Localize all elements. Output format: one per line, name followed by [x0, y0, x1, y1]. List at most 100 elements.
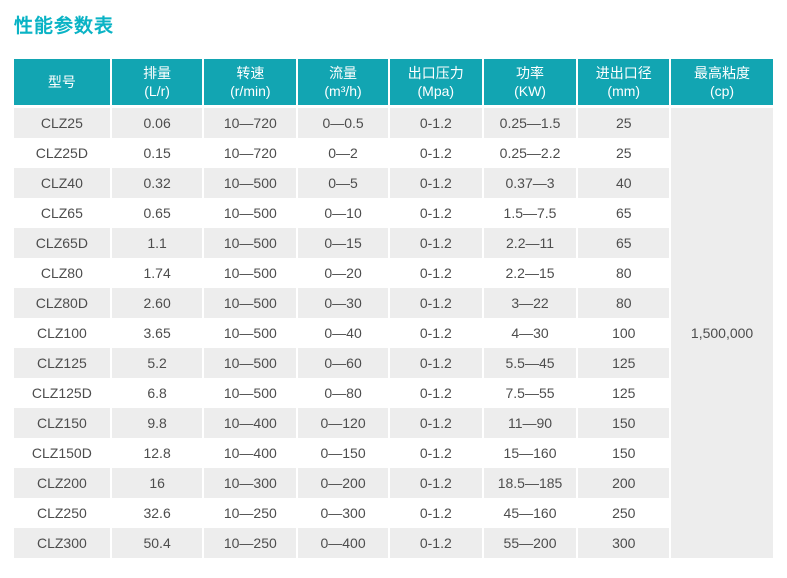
- value-cell: 0.32: [109, 168, 204, 198]
- value-cell: 10—500: [202, 168, 298, 198]
- column-header-label: 最高粘度: [694, 65, 751, 81]
- table-row-clz25d: CLZ25D 0.15 10—720 0—2 0-1.2 0.25—2.2 25: [14, 138, 773, 168]
- value-cell: 1.74: [109, 258, 204, 288]
- value-cell: 0-1.2: [387, 228, 483, 258]
- column-header-0: 型号: [14, 59, 111, 108]
- table-row-clz65: CLZ65 0.65 10—500 0—10 0-1.2 1.5—7.5 65: [14, 198, 773, 228]
- value-cell: 10—400: [202, 438, 298, 468]
- merged-max-viscosity-cell: 1,500,000: [669, 106, 773, 558]
- table-row-clz200: CLZ200 16 10—300 0—200 0-1.2 18.5—185 200: [14, 468, 773, 498]
- value-cell: 0-1.2: [387, 318, 483, 348]
- page: 性能参数表 型号 排量 (L/r) 转速 (r/min) 流量 (m³/h) 出口压力 (Mpa…: [14, 16, 773, 558]
- table-body: CLZ25 0.06 10—720 0—0.5 0-1.2 0.25—1.5 25 1,500…: [14, 106, 773, 558]
- page-title: 性能参数表: [14, 16, 115, 37]
- value-cell: 25: [576, 138, 671, 168]
- column-header-unit: (KW): [514, 83, 546, 99]
- value-cell: 0—10: [296, 198, 389, 228]
- value-cell: 10—250: [202, 498, 298, 528]
- value-cell: 5.2: [109, 348, 204, 378]
- value-cell: 10—500: [202, 288, 298, 318]
- value-cell: 45—160: [481, 498, 578, 528]
- performance-parameter-table: 型号 排量 (L/r) 转速 (r/min) 流量 (m³/h) 出口压力 (Mpa) 功率 (KW…: [14, 59, 773, 558]
- value-cell: 0-1.2: [387, 498, 483, 528]
- value-cell: 32.6: [109, 498, 204, 528]
- model-cell: CLZ150: [14, 408, 111, 438]
- value-cell: 10—500: [202, 198, 298, 228]
- value-cell: 11—90: [481, 408, 578, 438]
- value-cell: 200: [576, 468, 671, 498]
- value-cell: 0.15: [109, 138, 204, 168]
- value-cell: 125: [576, 378, 671, 408]
- value-cell: 40: [576, 168, 671, 198]
- model-cell: CLZ25D: [14, 138, 111, 168]
- model-cell: CLZ300: [14, 528, 111, 558]
- column-header-unit: (L/r): [144, 83, 170, 99]
- table-row-clz125: CLZ125 5.2 10—500 0—60 0-1.2 5.5—45 125: [14, 348, 773, 378]
- model-cell: CLZ65: [14, 198, 111, 228]
- value-cell: 10—400: [202, 408, 298, 438]
- value-cell: 5.5—45: [481, 348, 578, 378]
- table-row-clz65d: CLZ65D 1.1 10—500 0—15 0-1.2 2.2—11 65: [14, 228, 773, 258]
- value-cell: 50.4: [109, 528, 204, 558]
- value-cell: 12.8: [109, 438, 204, 468]
- table-row-clz80: CLZ80 1.74 10—500 0—20 0-1.2 2.2—15 80: [14, 258, 773, 288]
- column-header-6: 进出口径 (mm): [576, 59, 671, 108]
- value-cell: 0-1.2: [387, 348, 483, 378]
- column-header-1: 排量 (L/r): [109, 59, 204, 108]
- value-cell: 4—30: [481, 318, 578, 348]
- value-cell: 10—500: [202, 348, 298, 378]
- column-header-unit: (cp): [709, 83, 735, 99]
- value-cell: 0—150: [296, 438, 389, 468]
- header-row: 型号 排量 (L/r) 转速 (r/min) 流量 (m³/h) 出口压力 (Mpa) 功率 (KW…: [14, 59, 773, 108]
- value-cell: 80: [576, 288, 671, 318]
- column-header-unit: (Mpa): [417, 83, 455, 99]
- value-cell: 6.8: [109, 378, 204, 408]
- model-cell: CLZ80: [14, 258, 111, 288]
- table-row-clz100: CLZ100 3.65 10—500 0—40 0-1.2 4—30 100: [14, 318, 773, 348]
- column-header-label: 转速: [236, 65, 265, 81]
- value-cell: 65: [576, 198, 671, 228]
- value-cell: 1.5—7.5: [481, 198, 578, 228]
- model-cell: CLZ200: [14, 468, 111, 498]
- column-header-5: 功率 (KW): [481, 59, 578, 108]
- value-cell: 0—80: [296, 378, 389, 408]
- column-header-label: 型号: [47, 74, 76, 90]
- model-cell: CLZ25: [14, 106, 111, 138]
- value-cell: 0-1.2: [387, 408, 483, 438]
- value-cell: 10—250: [202, 528, 298, 558]
- value-cell: 10—500: [202, 258, 298, 288]
- value-cell: 0—20: [296, 258, 389, 288]
- value-cell: 0-1.2: [387, 378, 483, 408]
- value-cell: 0—120: [296, 408, 389, 438]
- column-header-4: 出口压力 (Mpa): [387, 59, 483, 108]
- value-cell: 18.5—185: [481, 468, 578, 498]
- value-cell: 150: [576, 408, 671, 438]
- column-header-unit: (m³/h): [324, 83, 362, 99]
- value-cell: 10—500: [202, 318, 298, 348]
- value-cell: 0—15: [296, 228, 389, 258]
- table-row-clz80d: CLZ80D 2.60 10—500 0—30 0-1.2 3—22 80: [14, 288, 773, 318]
- model-cell: CLZ80D: [14, 288, 111, 318]
- value-cell: 3—22: [481, 288, 578, 318]
- value-cell: 10—720: [202, 138, 298, 168]
- value-cell: 0—300: [296, 498, 389, 528]
- table-row-clz150: CLZ150 9.8 10—400 0—120 0-1.2 11—90 150: [14, 408, 773, 438]
- table-row-clz250: CLZ250 32.6 10—250 0—300 0-1.2 45—160 250: [14, 498, 773, 528]
- table-header: 型号 排量 (L/r) 转速 (r/min) 流量 (m³/h) 出口压力 (Mpa) 功率 (KW…: [14, 59, 773, 108]
- value-cell: 0-1.2: [387, 528, 483, 558]
- value-cell: 150: [576, 438, 671, 468]
- value-cell: 0—30: [296, 288, 389, 318]
- column-header-2: 转速 (r/min): [202, 59, 298, 108]
- value-cell: 0.25—1.5: [481, 106, 578, 138]
- table-row-clz300: CLZ300 50.4 10—250 0—400 0-1.2 55—200 300: [14, 528, 773, 558]
- column-header-label: 进出口径: [595, 65, 652, 81]
- value-cell: 0-1.2: [387, 198, 483, 228]
- value-cell: 0-1.2: [387, 106, 483, 138]
- value-cell: 10—500: [202, 228, 298, 258]
- value-cell: 0—400: [296, 528, 389, 558]
- value-cell: 0-1.2: [387, 468, 483, 498]
- column-header-label: 流量: [329, 65, 358, 81]
- value-cell: 0.06: [109, 106, 204, 138]
- value-cell: 125: [576, 348, 671, 378]
- value-cell: 3.65: [109, 318, 204, 348]
